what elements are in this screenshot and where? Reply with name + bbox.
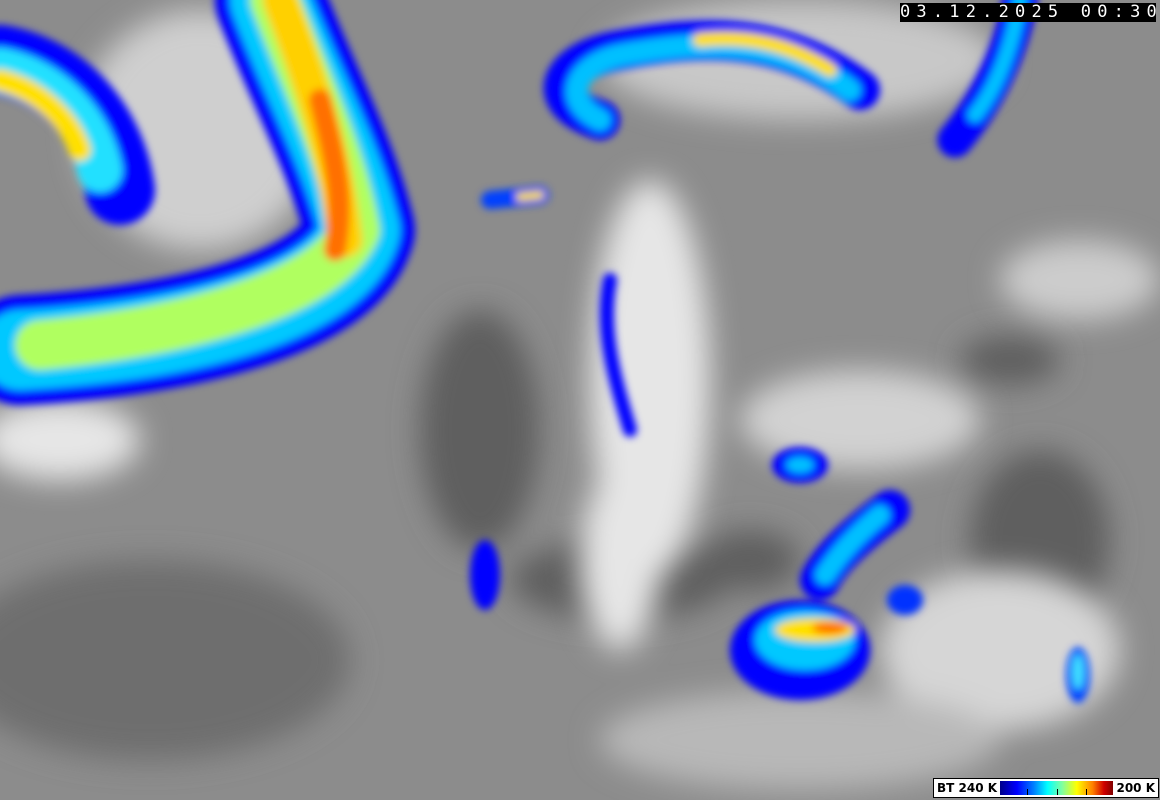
cold-cloud-tops — [0, 0, 1090, 703]
legend-min-label: BT 240 K — [937, 781, 998, 795]
legend-color-bar — [1000, 781, 1114, 795]
legend-tick — [1027, 789, 1029, 795]
legend-tick — [1056, 789, 1058, 795]
timestamp: 03.12.2025 00:30 — [900, 2, 1160, 22]
legend-tick — [1086, 789, 1088, 795]
legend-max-label: 200 K — [1116, 781, 1155, 795]
dark-surface-regions — [0, 310, 1110, 760]
brightness-temperature-legend: BT 240 K 200 K — [933, 778, 1159, 798]
